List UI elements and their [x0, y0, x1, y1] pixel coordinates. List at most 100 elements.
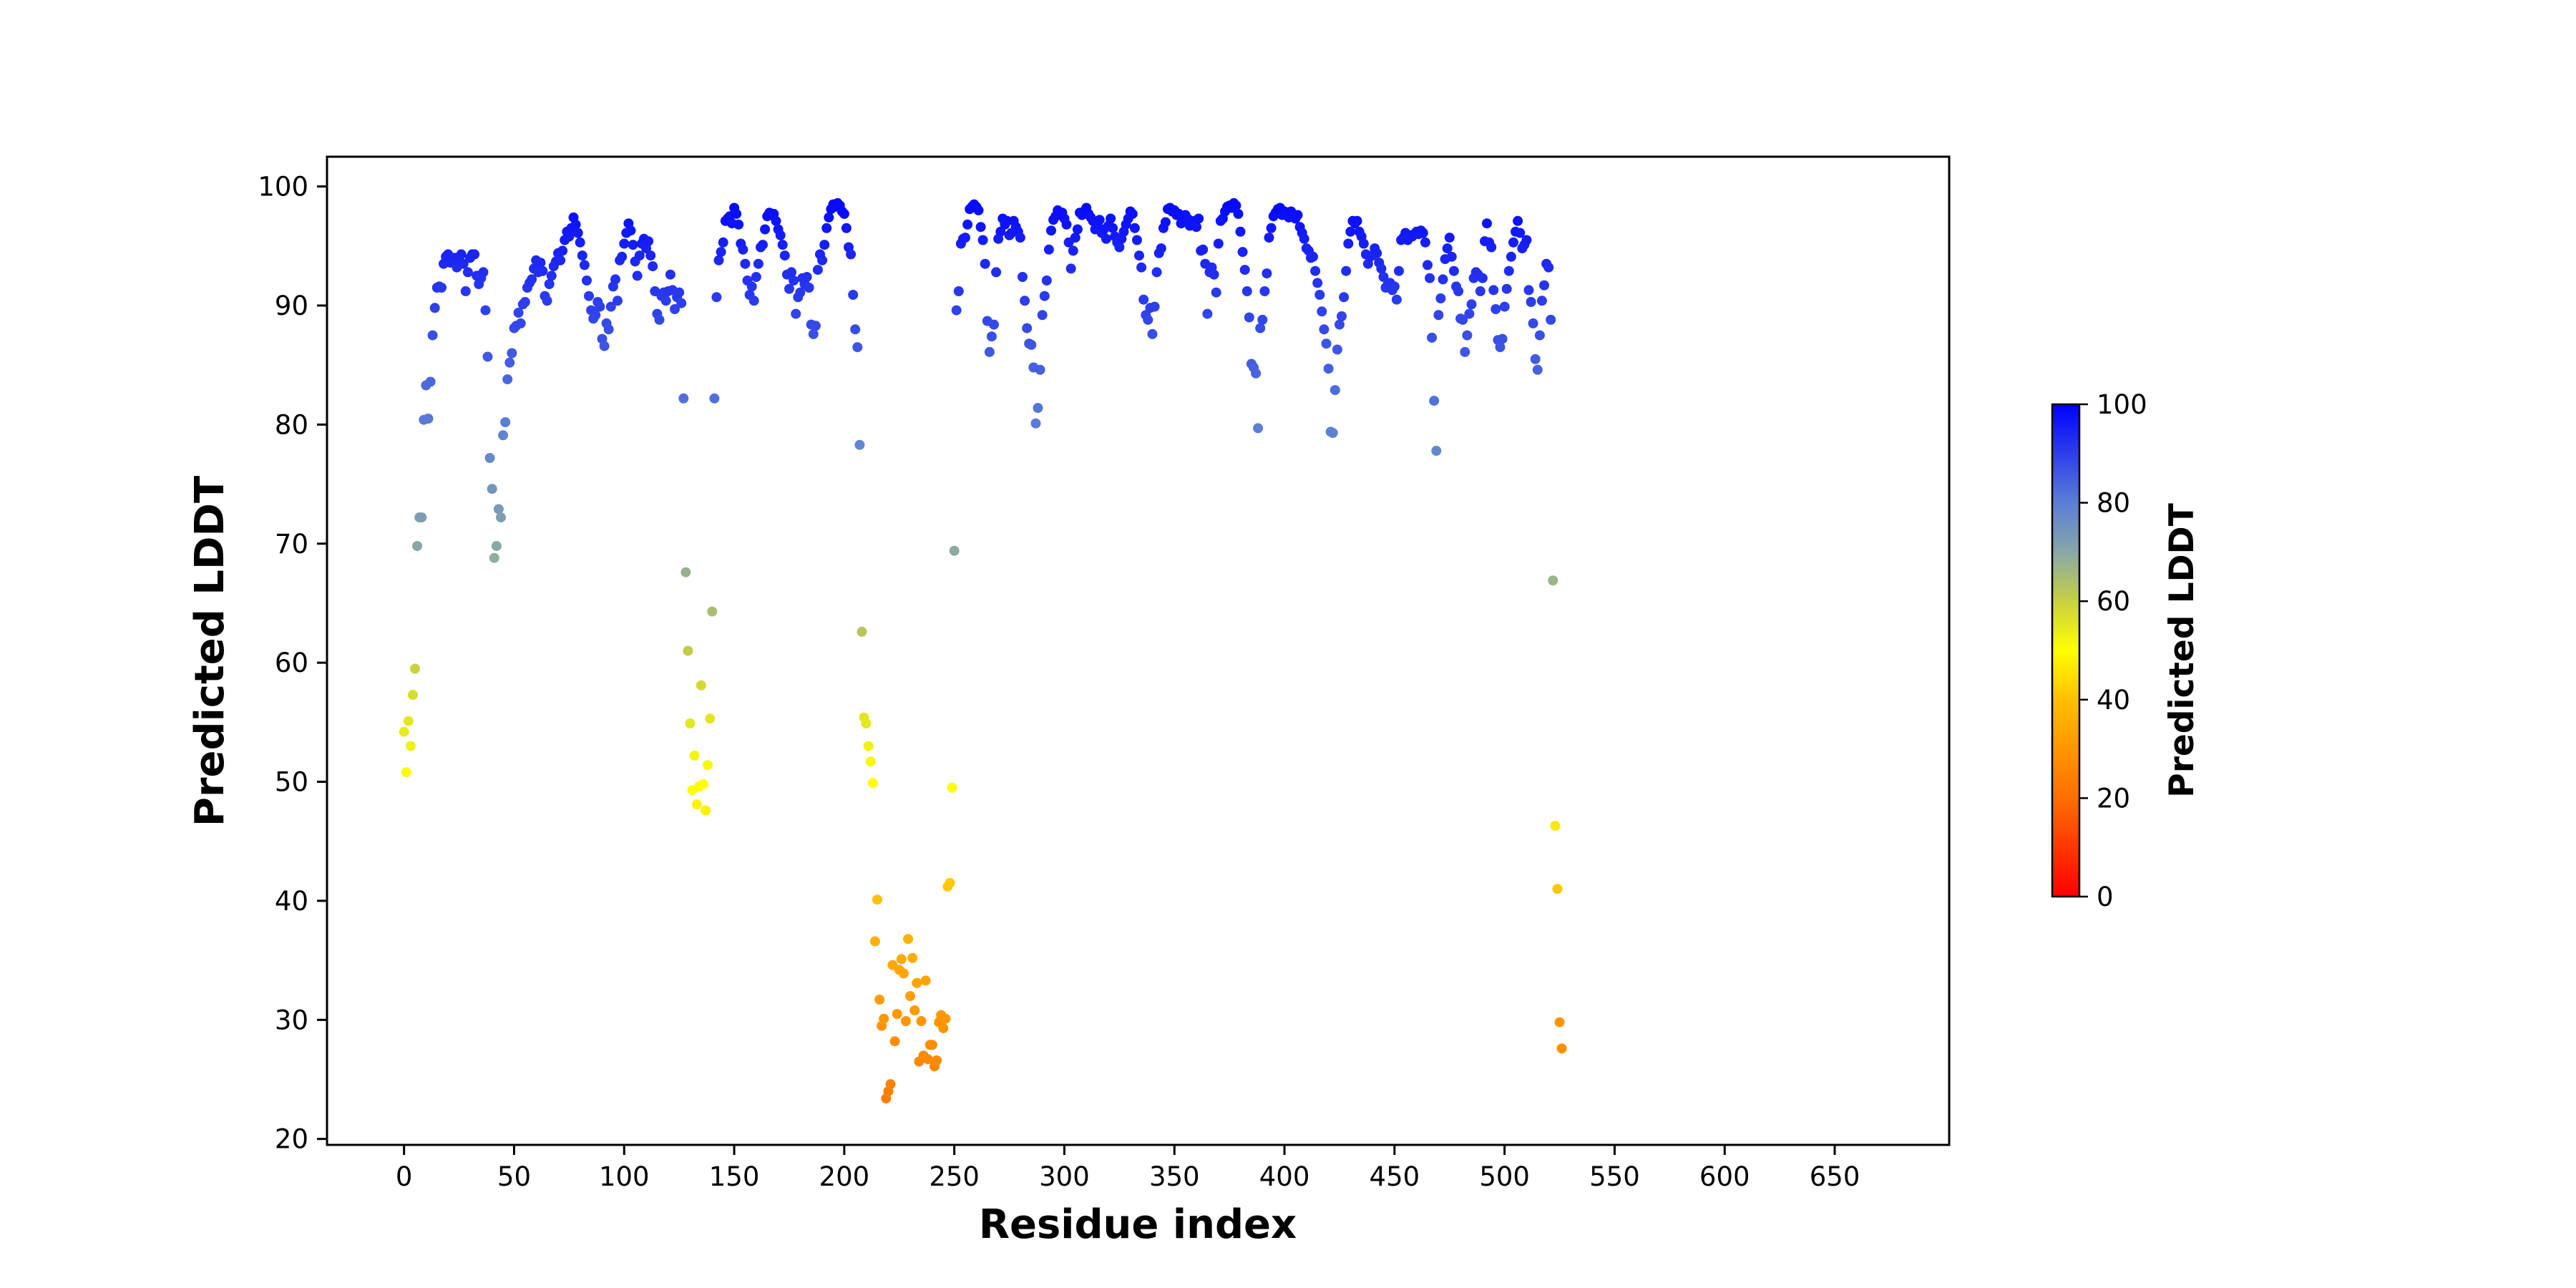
- data-point: [405, 741, 416, 751]
- data-point: [905, 991, 916, 1001]
- data-point: [487, 484, 497, 494]
- data-point: [916, 1016, 927, 1026]
- data-point: [960, 233, 970, 243]
- data-point: [1061, 219, 1072, 230]
- data-point: [932, 1055, 942, 1065]
- data-point: [1202, 308, 1213, 319]
- data-point: [760, 224, 771, 235]
- data-point: [1546, 314, 1556, 325]
- data-point: [1460, 346, 1470, 357]
- data-point: [1292, 210, 1303, 220]
- data-point: [1255, 323, 1266, 333]
- data-point: [1156, 243, 1166, 254]
- data-point: [1018, 272, 1028, 282]
- data-point: [660, 296, 671, 306]
- data-point: [1358, 238, 1369, 249]
- data-point: [991, 267, 1002, 278]
- data-point: [1497, 333, 1508, 344]
- data-point: [1020, 296, 1030, 306]
- data-point: [625, 225, 636, 236]
- x-tick-label: 0: [396, 1161, 413, 1192]
- data-point: [537, 265, 548, 276]
- data-point: [1257, 314, 1268, 325]
- data-point: [401, 767, 411, 778]
- data-point: [1310, 265, 1321, 276]
- data-point: [670, 304, 680, 314]
- data-point: [599, 341, 610, 351]
- data-point: [751, 272, 761, 282]
- y-tick-label: 40: [275, 886, 308, 917]
- data-point: [1241, 286, 1252, 296]
- data-point: [507, 348, 517, 358]
- data-point: [711, 292, 722, 303]
- data-point: [1477, 273, 1488, 283]
- data-point: [885, 1079, 896, 1090]
- data-point: [938, 1023, 949, 1033]
- data-point: [1352, 215, 1362, 226]
- data-point: [403, 716, 414, 726]
- data-point: [1127, 208, 1138, 219]
- data-point: [1211, 287, 1221, 298]
- data-point: [619, 238, 630, 249]
- data-point: [995, 226, 1006, 237]
- data-point: [733, 219, 744, 230]
- data-point: [707, 606, 718, 617]
- data-point: [1134, 250, 1144, 261]
- colorbar-tick-label: 100: [2097, 389, 2147, 420]
- data-point: [504, 357, 515, 368]
- data-point: [1033, 403, 1043, 414]
- data-point: [469, 249, 480, 260]
- colorbar-ticks: 0 20 40 60 80 100: [2079, 389, 2147, 912]
- data-point: [812, 265, 823, 275]
- data-point: [1466, 299, 1477, 310]
- data-point: [572, 228, 583, 238]
- data-point: [584, 291, 594, 301]
- data-point: [429, 303, 440, 313]
- data-point: [1319, 324, 1330, 335]
- data-point: [1094, 215, 1105, 225]
- data-point: [1458, 314, 1468, 325]
- data-point: [709, 393, 720, 404]
- data-point: [713, 255, 724, 265]
- data-point: [1068, 245, 1078, 256]
- data-point: [989, 319, 999, 330]
- data-point: [1464, 308, 1475, 319]
- x-tick-label: 600: [1699, 1161, 1750, 1192]
- data-point: [1515, 228, 1526, 238]
- data-point: [1314, 290, 1325, 300]
- x-tick-label: 100: [599, 1161, 650, 1192]
- data-point: [801, 272, 812, 282]
- data-point: [1552, 884, 1563, 894]
- data-point: [1327, 428, 1338, 438]
- y-tick-label: 20: [275, 1124, 308, 1155]
- data-point: [1453, 286, 1464, 296]
- data-point: [1503, 265, 1514, 276]
- data-point: [718, 237, 728, 248]
- data-point: [498, 430, 509, 441]
- data-point: [1129, 223, 1140, 233]
- data-point: [1491, 304, 1501, 314]
- data-point: [874, 995, 885, 1005]
- data-point: [854, 439, 865, 450]
- data-point: [698, 779, 708, 789]
- data-point: [980, 258, 990, 269]
- data-point: [1143, 314, 1153, 325]
- data-point: [460, 286, 471, 296]
- y-tick-label: 60: [275, 648, 308, 678]
- data-point: [1147, 328, 1158, 339]
- data-point: [1213, 238, 1224, 249]
- y-tick-label: 90: [275, 291, 308, 321]
- data-point: [1427, 332, 1438, 343]
- data-point: [1244, 312, 1254, 323]
- data-point: [1376, 263, 1387, 274]
- data-point: [1259, 286, 1270, 296]
- x-tick-label: 300: [1039, 1161, 1090, 1192]
- data-point: [865, 756, 876, 767]
- data-point: [962, 219, 973, 230]
- data-point: [456, 249, 467, 260]
- data-point: [480, 305, 491, 316]
- data-point: [703, 760, 713, 771]
- data-point: [1523, 285, 1534, 296]
- data-point: [731, 208, 742, 219]
- data-point: [436, 283, 447, 293]
